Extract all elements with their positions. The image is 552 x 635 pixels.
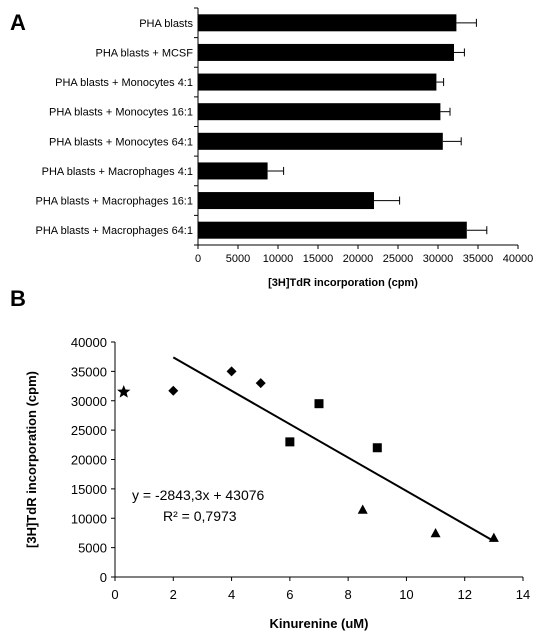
x-tick-label: 35000 (463, 253, 494, 265)
x-tick-label: 12 (457, 587, 471, 602)
data-point-triangle (357, 504, 368, 514)
panel-letter-b: B (10, 286, 26, 311)
data-point-diamond (168, 385, 179, 396)
x-tick-label: 30000 (423, 253, 454, 265)
category-label: PHA blasts + MCSF (95, 47, 193, 59)
y-tick-label: 0 (100, 570, 107, 585)
x-axis-title: [3H]TdR incorporation (cpm) (268, 277, 418, 289)
bar (198, 103, 441, 121)
bar (198, 192, 374, 210)
y-tick-label: 10000 (71, 511, 107, 526)
data-point-square (285, 437, 295, 447)
category-label: PHA blasts + Monocytes 64:1 (49, 136, 193, 148)
r-squared-label: R² = 0,7973 (163, 508, 237, 524)
bar (198, 14, 457, 32)
data-point-diamond (226, 366, 237, 377)
x-tick-label: 10 (399, 587, 413, 602)
trendline-equation: y = -2843,3x + 43076 (132, 487, 265, 503)
category-label: PHA blasts (139, 18, 193, 30)
data-point-square (314, 399, 324, 409)
x-tick-label: 25000 (383, 253, 414, 265)
bar-chart-a: PHA blasts PHA blasts + MCSF PHA blasts + … (36, 7, 534, 289)
y-tick-label: 40000 (71, 335, 107, 350)
data-point-diamond (255, 378, 266, 389)
x-tick-label: 8 (345, 587, 352, 602)
category-label: PHA blasts + Macrophages 64:1 (36, 225, 193, 237)
y-tick-label: 25000 (71, 423, 107, 438)
x-tick-label: 20000 (343, 253, 374, 265)
panel-letter-a: A (10, 10, 26, 35)
trendline (172, 356, 495, 542)
data-point-star (117, 384, 131, 398)
x-tick-label: 5000 (226, 253, 250, 265)
scatter-chart-b: 0 5000 10000 15000 20000 25000 30000 35000 40000… (24, 335, 530, 631)
data-point-triangle (430, 527, 441, 538)
x-tick-label: 4 (228, 587, 235, 602)
bar (198, 162, 268, 180)
x-tick-label: 2 (170, 587, 177, 602)
x-axis-title: Kinurenine (uM) (270, 616, 369, 631)
x-tick-label: 0 (195, 253, 201, 265)
bar (198, 132, 443, 150)
y-tick-label: 35000 (71, 364, 107, 379)
y-tick-label: 20000 (71, 453, 107, 468)
category-label: PHA blasts + Monocytes 16:1 (49, 107, 193, 119)
data-point-square (372, 443, 382, 453)
category-label: PHA blasts + Macrophages 4:1 (42, 166, 193, 178)
y-axis-title: [3H]TdR incorporation (cpm) (24, 371, 39, 548)
x-tick-label: 0 (111, 587, 118, 602)
bar (198, 43, 454, 61)
x-tick-label: 15000 (303, 253, 334, 265)
x-tick-label: 10000 (263, 253, 294, 265)
category-label: PHA blasts + Macrophages 16:1 (36, 196, 193, 208)
y-tick-label: 30000 (71, 394, 107, 409)
y-tick-label: 5000 (78, 541, 107, 556)
category-label: PHA blasts + Monocytes 4:1 (55, 77, 193, 89)
data-point-triangle (488, 532, 499, 542)
bar (198, 221, 467, 239)
x-tick-label: 40000 (503, 253, 534, 265)
bar (198, 73, 437, 91)
x-tick-label: 6 (286, 587, 293, 602)
y-tick-label: 15000 (71, 482, 107, 497)
x-tick-label: 14 (516, 587, 530, 602)
